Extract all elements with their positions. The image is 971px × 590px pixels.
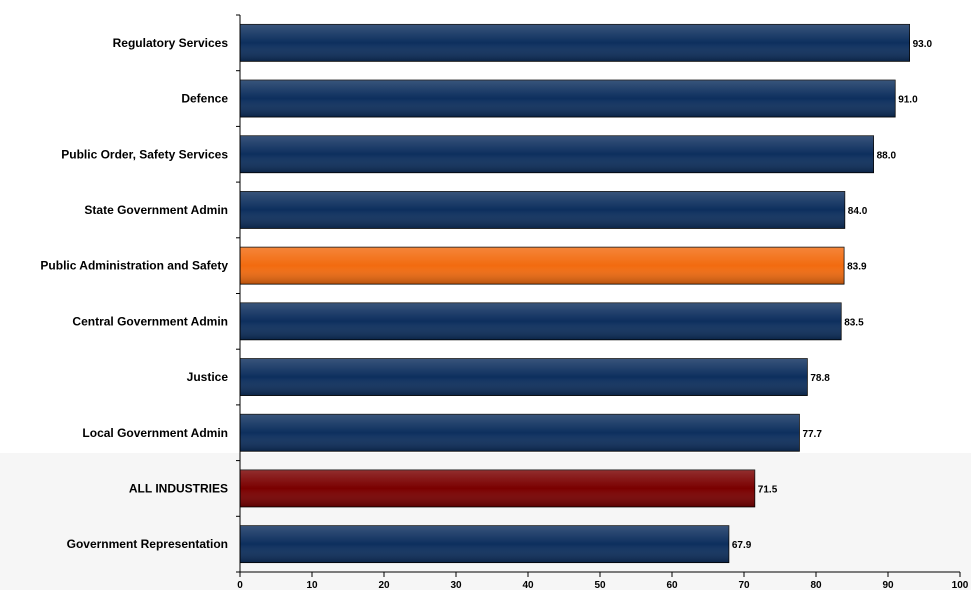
x-tick-label-1: 10 xyxy=(306,580,318,590)
bar-shading-8 xyxy=(240,469,755,507)
x-tick-label-8: 80 xyxy=(810,580,822,590)
category-label-1: Defence xyxy=(181,92,228,106)
bar-shading-9 xyxy=(240,525,729,563)
category-labels: Regulatory Services Defence Public Order, … xyxy=(40,36,228,551)
x-tick-label-2: 20 xyxy=(378,580,390,590)
category-label-4: Public Administration and Safety xyxy=(40,259,228,273)
x-tick-label-10: 100 xyxy=(952,580,969,590)
value-label-2: 88.0 xyxy=(877,150,897,161)
category-label-0: Regulatory Services xyxy=(113,36,229,50)
x-tick-label-0: 0 xyxy=(237,580,243,590)
category-label-6: Justice xyxy=(187,370,229,384)
x-tick-label-4: 40 xyxy=(522,580,534,590)
value-label-5: 83.5 xyxy=(844,317,864,328)
bar-shading-6 xyxy=(240,358,808,396)
bar-shading-1 xyxy=(240,80,896,118)
category-label-2: Public Order, Safety Services xyxy=(61,147,228,161)
value-label-9: 67.9 xyxy=(732,540,752,551)
bar-shading-5 xyxy=(240,302,842,340)
bar-shading-3 xyxy=(240,191,845,229)
axes: 0 10 20 30 40 50 60 70 80 90 100 xyxy=(236,14,969,590)
value-label-4: 83.9 xyxy=(847,262,867,273)
bar-shading-0 xyxy=(240,24,910,62)
bar-shading-4 xyxy=(240,247,845,285)
x-tick-label-6: 60 xyxy=(666,580,678,590)
category-label-3: State Government Admin xyxy=(84,203,228,217)
value-label-6: 78.8 xyxy=(810,373,830,384)
value-label-0: 93.0 xyxy=(913,39,933,50)
value-labels: 93.0 91.0 88.0 84.0 83.9 83.5 78.8 77.7 71.5 67.9 xyxy=(732,39,933,551)
bars-group xyxy=(239,23,910,564)
value-label-7: 77.7 xyxy=(802,429,822,440)
bar-shading-7 xyxy=(240,414,800,452)
category-label-5: Central Government Admin xyxy=(72,314,228,328)
value-label-3: 84.0 xyxy=(848,206,868,217)
bar-shading-2 xyxy=(240,135,874,173)
value-label-1: 91.0 xyxy=(898,95,918,106)
category-label-8: ALL INDUSTRIES xyxy=(129,481,228,495)
category-label-7: Local Government Admin xyxy=(82,426,228,440)
x-tick-label-5: 50 xyxy=(594,580,606,590)
value-label-8: 71.5 xyxy=(758,484,778,495)
x-tick-label-3: 30 xyxy=(450,580,462,590)
category-label-9: Government Representation xyxy=(67,537,228,551)
x-tick-label-9: 90 xyxy=(882,580,894,590)
x-tick-label-7: 70 xyxy=(738,580,750,590)
